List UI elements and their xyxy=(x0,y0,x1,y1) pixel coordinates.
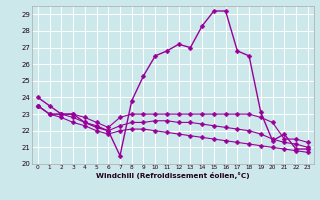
X-axis label: Windchill (Refroidissement éolien,°C): Windchill (Refroidissement éolien,°C) xyxy=(96,172,250,179)
